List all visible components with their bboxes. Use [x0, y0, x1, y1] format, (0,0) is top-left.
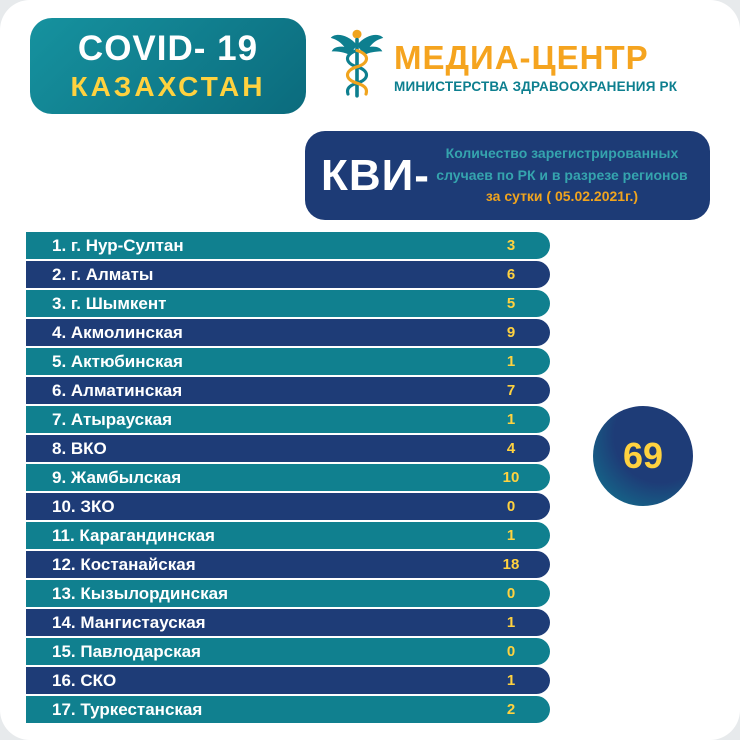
region-label: 12. Костанайская [52, 554, 196, 574]
region-label: 15. Павлодарская [52, 641, 201, 661]
region-row: 2. г. Алматы 6 [26, 261, 550, 288]
region-label: 1. г. Нур-Султан [52, 235, 184, 255]
caduceus-icon [328, 27, 386, 108]
kvi-desc-line1: Количество зарегистрированных [445, 144, 679, 161]
kvi-desc-line2: случаев по РК и в разрезе регионов [436, 166, 688, 183]
country-title: КАЗАХСТАН [70, 71, 266, 102]
covid-kazakhstan-banner: COVID- 19 КАЗАХСТАН [30, 18, 306, 114]
region-value: 1 [506, 527, 516, 544]
total-badge: 69 [593, 406, 693, 506]
brand-header: МЕДИА-ЦЕНТР МИНИСТЕРСТВА ЗДРАВООХРАНЕНИЯ… [328, 20, 720, 114]
ministry-subtitle: МИНИСТЕРСТВА ЗДРАВООХРАНЕНИЯ РК [394, 79, 678, 95]
region-value: 10 [502, 469, 520, 486]
kvi-label: КВИ- [321, 150, 430, 200]
region-value: 5 [506, 295, 516, 312]
region-label: 3. г. Шымкент [52, 293, 167, 313]
region-label: 13. Кызылординская [52, 583, 228, 603]
region-value: 1 [506, 672, 516, 689]
region-row: 1. г. Нур-Султан 3 [26, 232, 550, 259]
region-row: 6. Алматинская 7 [26, 377, 550, 404]
kvi-description: Количество зарегистрированных случаев по… [430, 143, 694, 208]
region-label: 14. Мангистауская [52, 612, 206, 632]
brand-text: МЕДИА-ЦЕНТР МИНИСТЕРСТВА ЗДРАВООХРАНЕНИЯ… [394, 38, 678, 95]
kvi-date-line: за сутки ( 05.02.2021г.) [485, 188, 639, 205]
region-label: 16. СКО [52, 670, 117, 690]
region-label: 7. Атырауская [52, 409, 173, 429]
region-row: 7. Атырауская 1 [26, 406, 550, 433]
region-label: 2. г. Алматы [52, 264, 154, 284]
region-row: 15. Павлодарская 0 [26, 638, 550, 665]
region-row: 3. г. Шымкент 5 [26, 290, 550, 317]
region-row: 16. СКО 1 [26, 667, 550, 694]
region-value: 4 [506, 440, 516, 457]
region-value: 7 [506, 382, 516, 399]
region-label: 17. Туркестанская [52, 699, 203, 719]
region-rows: 1. г. Нур-Султан 3 2. г. Алматы 6 3. г. … [26, 232, 550, 723]
region-value: 18 [502, 556, 520, 573]
media-center-title: МЕДИА-ЦЕНТР [394, 38, 649, 76]
region-value: 0 [506, 643, 516, 660]
region-row: 14. Мангистауская 1 [26, 609, 550, 636]
region-label: 4. Акмолинская [52, 322, 183, 342]
total-count: 69 [622, 435, 664, 476]
region-value: 6 [506, 266, 516, 283]
region-label: 8. ВКО [52, 438, 107, 458]
region-row: 11. Карагандинская 1 [26, 522, 550, 549]
region-value: 3 [506, 237, 516, 254]
region-row: 4. Акмолинская 9 [26, 319, 550, 346]
region-label: 9. Жамбылская [52, 467, 182, 487]
region-label: 11. Карагандинская [52, 525, 215, 545]
kvi-banner: КВИ- Количество зарегистрированных случа… [305, 131, 710, 220]
region-row: 13. Кызылординская 0 [26, 580, 550, 607]
region-row: 5. Актюбинская 1 [26, 348, 550, 375]
region-label: 6. Алматинская [52, 380, 183, 400]
region-value: 1 [506, 411, 516, 428]
region-row: 12. Костанайская 18 [26, 551, 550, 578]
region-value: 1 [506, 614, 516, 631]
covid-title: COVID- 19 [77, 29, 259, 68]
region-row: 9. Жамбылская 10 [26, 464, 550, 491]
region-value: 1 [506, 353, 516, 370]
region-row: 8. ВКО 4 [26, 435, 550, 462]
region-label: 10. ЗКО [52, 496, 115, 516]
region-value: 9 [506, 324, 516, 341]
region-value: 0 [506, 498, 516, 515]
region-row: 17. Туркестанская 2 [26, 696, 550, 723]
region-label: 5. Актюбинская [52, 351, 183, 371]
region-value: 0 [506, 585, 516, 602]
region-row: 10. ЗКО 0 [26, 493, 550, 520]
region-value: 2 [506, 701, 516, 718]
